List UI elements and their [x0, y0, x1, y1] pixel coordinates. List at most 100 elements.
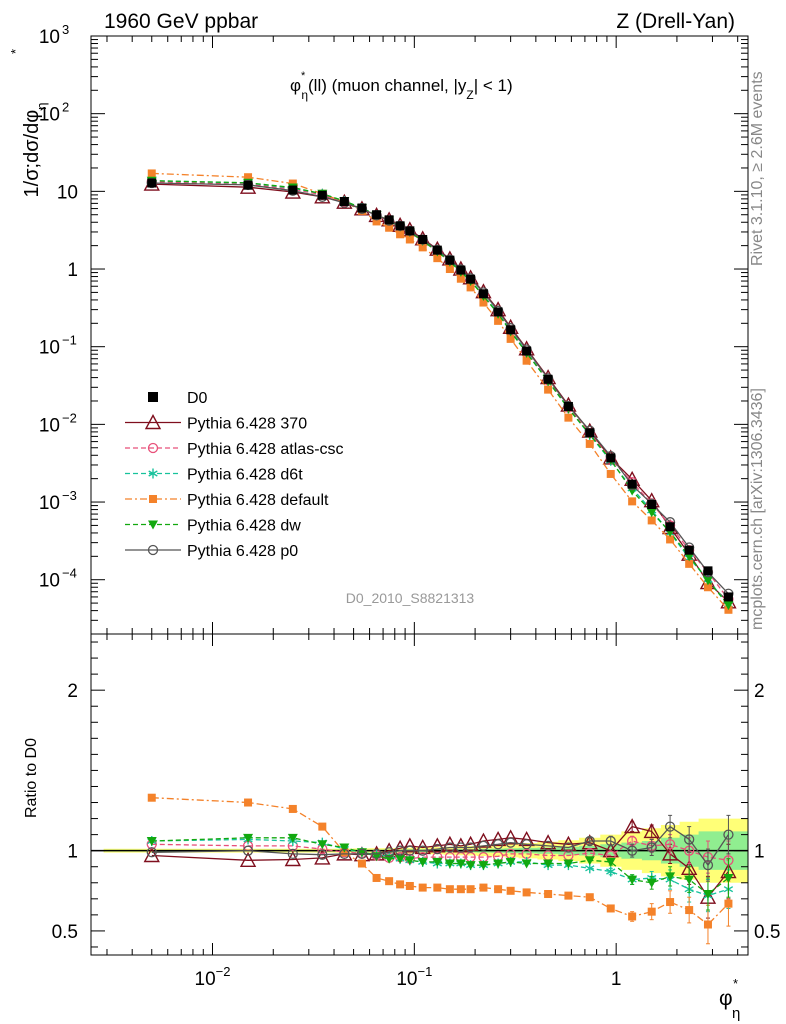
- ratio-point: [395, 854, 406, 864]
- legend-item: Pythia 6.428 p0: [125, 543, 298, 560]
- x-axis-label: φ * η: [719, 976, 740, 1022]
- y-tick-exponent: 3: [62, 22, 69, 37]
- ratio-y-tick-label-right: 0.5: [754, 922, 780, 943]
- ratio-plot: 10−2 10−1 1 0.5 0.5 1 1 2 2: [52, 633, 780, 990]
- legend-marker: [148, 468, 158, 479]
- ratio-point: [317, 840, 328, 850]
- legend-item: Pythia 6.428 370: [125, 414, 307, 433]
- series-1: [146, 176, 734, 605]
- data-point: [147, 169, 156, 178]
- ratio-point: [401, 837, 419, 853]
- reference-point: [418, 234, 428, 244]
- data-point: [433, 254, 442, 263]
- ratio-point: [465, 861, 476, 871]
- legend-label: D0: [187, 390, 208, 407]
- ratio-point: [147, 793, 156, 802]
- ratio-point: [404, 845, 415, 856]
- data-point: [628, 497, 637, 506]
- ratio-point: [418, 883, 427, 892]
- ratio-point: [371, 848, 382, 860]
- legend-marker: [144, 414, 162, 430]
- data-point: [456, 274, 465, 283]
- data-point: [494, 316, 503, 325]
- ratio-point: [563, 842, 574, 853]
- ratio-point: [146, 837, 157, 847]
- ratio-point: [432, 857, 443, 867]
- reference-point: [665, 522, 675, 532]
- ratio-point: [518, 830, 535, 847]
- ratio-point: [606, 866, 616, 877]
- y-tick-exponent: −2: [62, 410, 77, 425]
- ratio-point: [456, 885, 465, 894]
- sidebar-mcplots: mcplots.cern.ch [arXiv:1306.3436]: [749, 388, 766, 630]
- ratio-point: [564, 891, 573, 900]
- ratio-point: [661, 845, 679, 861]
- reference-point: [384, 215, 394, 225]
- reference-point: [395, 221, 405, 231]
- ratio-point: [605, 857, 616, 867]
- y-tick-label: 1: [67, 260, 78, 281]
- ratio-point: [396, 880, 405, 889]
- ratio-point: [475, 832, 492, 848]
- ratio-point: [723, 829, 734, 840]
- ratio-point: [383, 847, 395, 858]
- legend-marker: [147, 544, 159, 556]
- data-point: [372, 217, 381, 226]
- ratio-point: [444, 859, 455, 869]
- legend-swatch: [148, 392, 158, 402]
- y-axis-label: 1/σ;dσ/dφη *: [8, 49, 49, 198]
- ratio-point: [433, 883, 442, 892]
- ratio-point: [465, 842, 476, 853]
- legend-marker: [148, 520, 158, 530]
- ratio-point: [417, 857, 428, 867]
- ratio-point: [605, 835, 616, 847]
- reference-point: [456, 265, 466, 275]
- reference-point: [317, 190, 327, 200]
- ratio-point: [502, 829, 519, 845]
- legend-marker: [147, 442, 159, 454]
- ratio-point: [287, 833, 298, 843]
- ratio-point: [664, 839, 676, 850]
- ratio-point: [643, 822, 660, 839]
- plot-title: φ* η(ll) (muon channel, |yZ| < 1): [290, 70, 513, 102]
- ratio-y-tick-label: 2: [67, 681, 78, 702]
- ratio-point: [466, 885, 475, 894]
- data-point: [723, 601, 734, 611]
- ratio-y-tick-label: 1: [67, 842, 78, 863]
- legend-marker: [149, 495, 157, 503]
- legend-item: D0: [148, 390, 208, 407]
- ratio-point: [284, 851, 301, 867]
- series-line: [151, 180, 729, 605]
- ratio-point: [385, 877, 394, 886]
- ratio-point: [243, 833, 254, 843]
- ratio-point: [394, 845, 406, 856]
- ratio-point: [356, 848, 368, 860]
- data-point: [646, 508, 657, 518]
- reference-point: [288, 185, 298, 195]
- ratio-point: [492, 839, 504, 850]
- data-point: [585, 439, 594, 448]
- ratio-series-line: [151, 840, 729, 861]
- ratio-point: [445, 885, 454, 894]
- reference-point: [357, 203, 367, 213]
- ratio-point: [646, 878, 657, 888]
- ratio-point: [317, 849, 328, 860]
- ratio-point: [647, 907, 656, 916]
- ratio-point: [521, 859, 532, 869]
- ratio-point: [339, 848, 350, 860]
- reference-point: [543, 374, 553, 384]
- ratio-point: [479, 883, 488, 892]
- data-point: [666, 535, 675, 544]
- header-process: Z (Drell-Yan): [616, 10, 735, 33]
- ratio-point: [702, 859, 714, 871]
- reference-D0: [147, 178, 733, 602]
- data-point: [385, 223, 394, 232]
- y-tick-exponent: −4: [62, 566, 77, 581]
- ratio-point: [646, 842, 657, 853]
- legend-label: Pythia 6.428 370: [187, 416, 307, 433]
- ratio-y-tick-label: 0.5: [52, 922, 78, 943]
- reference-point: [522, 346, 532, 356]
- ratio-point: [665, 872, 676, 882]
- legend-item: Pythia 6.428 atlas-csc: [125, 441, 344, 458]
